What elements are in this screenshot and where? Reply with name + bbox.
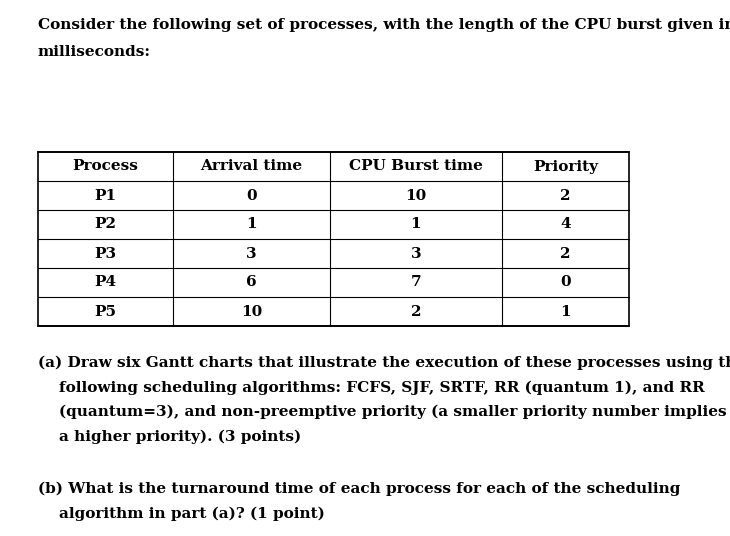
Text: 7: 7: [410, 276, 421, 289]
Text: (b) What is the turnaround time of each process for each of the scheduling: (b) What is the turnaround time of each …: [38, 482, 680, 496]
Text: 10: 10: [241, 304, 262, 318]
Text: Consider the following set of processes, with the length of the CPU burst given : Consider the following set of processes,…: [38, 18, 730, 32]
Text: milliseconds:: milliseconds:: [38, 45, 151, 59]
Text: 4: 4: [560, 218, 571, 232]
Text: following scheduling algorithms: FCFS, SJF, SRTF, RR (quantum 1), and RR: following scheduling algorithms: FCFS, S…: [38, 381, 704, 395]
Text: 0: 0: [246, 189, 257, 203]
Text: Priority: Priority: [533, 160, 598, 174]
Bar: [38, 152, 629, 326]
Text: P2: P2: [94, 218, 117, 232]
Text: P5: P5: [94, 304, 117, 318]
Text: 3: 3: [410, 247, 421, 260]
Text: 3: 3: [246, 247, 257, 260]
Text: Process: Process: [72, 160, 139, 174]
Text: 1: 1: [410, 218, 421, 232]
Text: 1: 1: [246, 218, 257, 232]
Text: Arrival time: Arrival time: [201, 160, 303, 174]
Text: 10: 10: [405, 189, 426, 203]
Text: 6: 6: [246, 276, 257, 289]
Text: algorithm in part (a)? (1 point): algorithm in part (a)? (1 point): [38, 507, 325, 521]
Text: 1: 1: [560, 304, 571, 318]
Text: 2: 2: [410, 304, 421, 318]
Text: 2: 2: [560, 247, 571, 260]
Text: CPU Burst time: CPU Burst time: [349, 160, 483, 174]
Text: 2: 2: [560, 189, 571, 203]
Text: a higher priority). (3 points): a higher priority). (3 points): [38, 429, 301, 444]
Text: P4: P4: [94, 276, 117, 289]
Text: (quantum=3), and non-preemptive priority (a smaller priority number implies: (quantum=3), and non-preemptive priority…: [38, 405, 726, 419]
Text: 0: 0: [560, 276, 571, 289]
Text: P3: P3: [94, 247, 117, 260]
Text: P1: P1: [94, 189, 117, 203]
Text: (a) Draw six Gantt charts that illustrate the execution of these processes using: (a) Draw six Gantt charts that illustrat…: [38, 356, 730, 370]
